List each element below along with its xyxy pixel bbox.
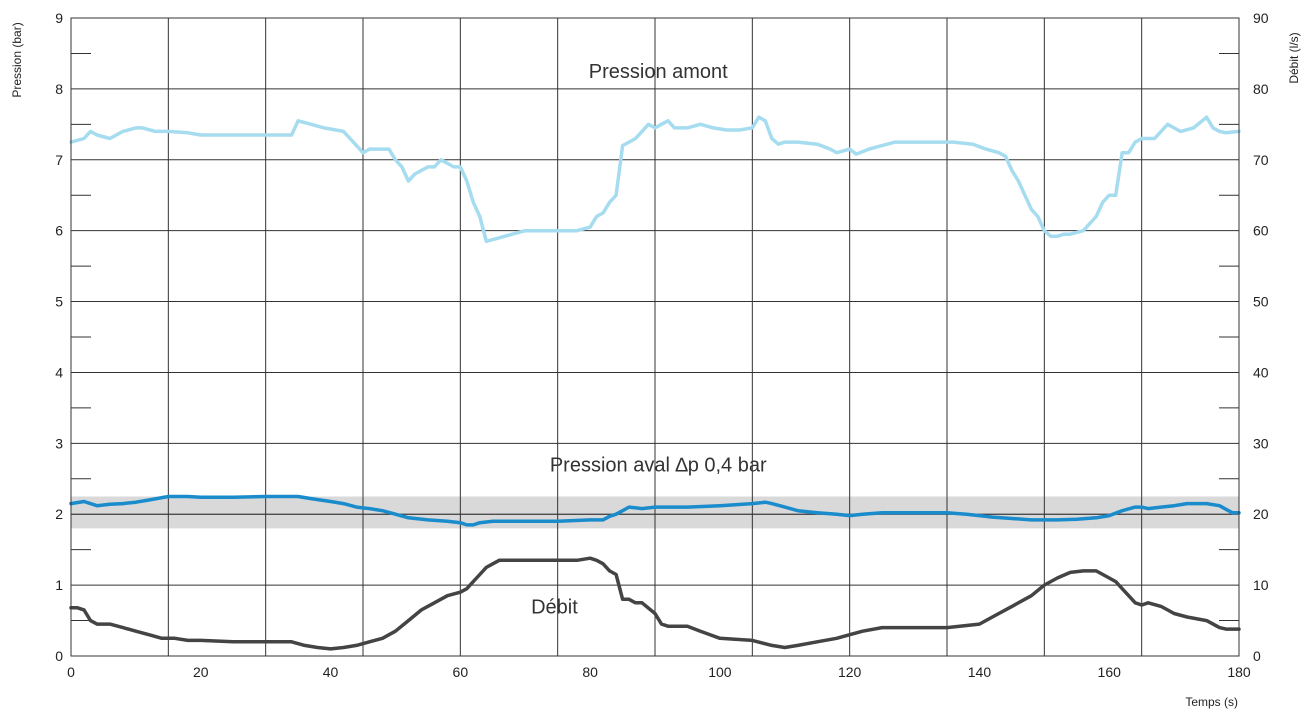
y-right-tick-label: 20 <box>1253 506 1269 522</box>
y-left-tick-label: 9 <box>55 10 63 26</box>
y-left-tick-label: 1 <box>55 577 63 593</box>
y-left-axis-title: Pression (bar) <box>10 22 24 97</box>
y-right-tick-label: 60 <box>1253 223 1269 239</box>
y-right-tick-label: 0 <box>1253 648 1261 664</box>
series-annotation: Pression amont <box>589 61 728 83</box>
series-annotation: Pression aval ∆p 0,4 bar <box>550 455 767 477</box>
x-axis-title: Temps (s) <box>1185 695 1238 709</box>
y-left-tick-label: 4 <box>55 364 63 380</box>
series-layer <box>69 115 1241 651</box>
y-right-tick-label: 10 <box>1253 577 1269 593</box>
y-left-tick-label: 5 <box>55 294 63 310</box>
y-left-tick-label: 6 <box>55 223 63 239</box>
plot-frame <box>70 17 1240 657</box>
y-right-tick-label: 80 <box>1253 81 1269 97</box>
x-tick-label: 160 <box>1098 664 1122 680</box>
y-left-tick-label: 0 <box>55 648 63 664</box>
x-tick-label: 60 <box>453 664 469 680</box>
x-tick-label: 100 <box>708 664 732 680</box>
series-annotation: Débit <box>531 596 578 618</box>
y-left-tick-label: 7 <box>55 152 63 168</box>
series-line-1 <box>69 115 1241 244</box>
x-tick-label: 40 <box>323 664 339 680</box>
y-right-tick-label: 50 <box>1253 294 1269 310</box>
x-tick-label: 120 <box>838 664 862 680</box>
x-tick-label: 20 <box>193 664 209 680</box>
x-tick-label: 140 <box>968 664 992 680</box>
series-line-2 <box>69 494 1241 527</box>
y-left-tick-label: 8 <box>55 81 63 97</box>
y-right-tick-label: 40 <box>1253 364 1269 380</box>
y-right-tick-label: 30 <box>1253 435 1269 451</box>
y-right-tick-label: 90 <box>1253 10 1269 26</box>
x-tick-label: 180 <box>1227 664 1251 680</box>
y-right-axis-title: Débit (l/s) <box>1287 32 1301 83</box>
y-left-tick-label: 2 <box>55 506 63 522</box>
x-tick-label: 0 <box>67 664 75 680</box>
y-right-tick-label: 70 <box>1253 152 1269 168</box>
x-tick-label: 80 <box>582 664 598 680</box>
series-line-3 <box>69 556 1241 651</box>
annotation-layer: Pression amont Pression aval ∆p 0,4 bar Dé… <box>531 61 767 618</box>
y-left-tick-label: 3 <box>55 435 63 451</box>
